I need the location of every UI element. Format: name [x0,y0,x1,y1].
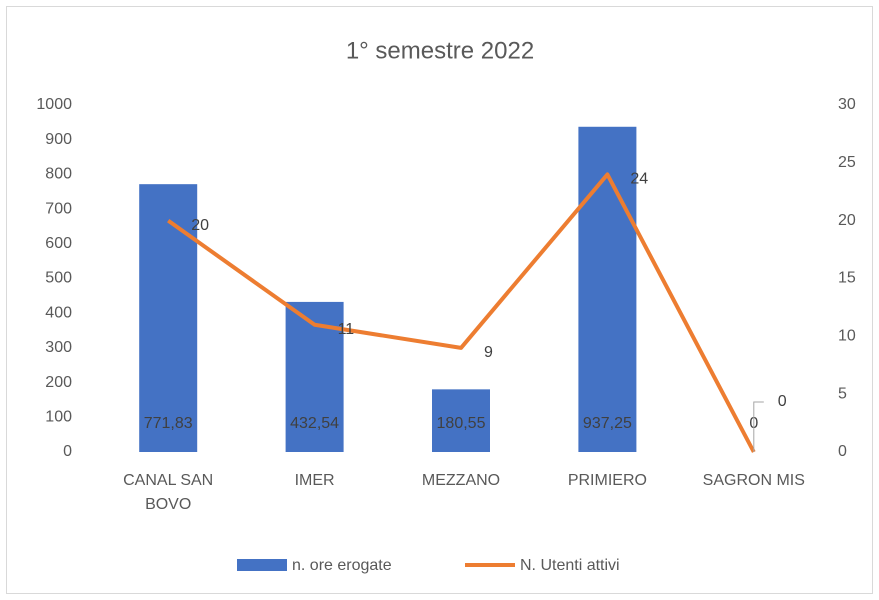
line-value-label: 24 [630,171,648,188]
y2-tick-label: 10 [838,328,856,345]
line-value-label: 0 [778,393,787,410]
y-tick-label: 700 [45,200,72,217]
y-tick-label: 1000 [36,96,72,113]
x-tick-label: PRIMIERO [567,472,647,489]
legend-label: n. ore erogate [292,557,392,574]
y2-tick-label: 15 [838,270,856,287]
bar [578,126,637,453]
y-tick-label: 600 [45,235,72,252]
bar-value-label: 937,25 [583,415,632,432]
x-tick-label: MEZZANO [421,472,501,489]
line-value-label: 9 [484,344,493,361]
y-tick-label: 300 [45,339,72,356]
y-tick-label: 800 [45,166,72,183]
bar-value-label: 771,83 [144,415,193,432]
y-tick-label: 900 [45,131,72,148]
y-tick-label: 200 [45,374,72,391]
y2-tick-label: 25 [838,154,856,171]
line [167,172,756,453]
leader-line [753,401,764,452]
y-tick-label: 100 [45,409,72,426]
bar [139,184,198,452]
line-value-label: 20 [191,217,209,234]
bar-value-label: 432,54 [290,415,339,432]
y2-tick-label: 0 [838,443,847,460]
line-value-label: 11 [338,321,355,338]
bar [432,389,490,452]
y2-tick-label: 30 [838,96,856,113]
chart-title: 1° semestre 2022 [346,37,534,64]
x-tick-label: IMER [294,472,335,489]
y-tick-label: 0 [63,443,72,460]
x-tick-label: SAGRON MIS [702,472,805,489]
x-tick-label: CANAL SAN BOVO [123,472,214,513]
legend-swatch [237,559,287,571]
legend-label: N. Utenti attivi [520,557,620,574]
y2-tick-label: 5 [838,385,847,402]
y2-tick-label: 20 [838,212,856,229]
y-tick-label: 500 [45,270,72,287]
y-tick-label: 400 [45,304,72,321]
bar-value-label: 180,55 [437,415,486,432]
